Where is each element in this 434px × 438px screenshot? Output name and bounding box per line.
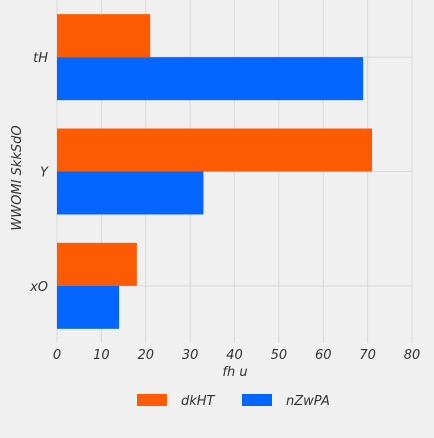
bar-dkHT-tH: [57, 14, 151, 58]
x-tick-label: 50: [271, 348, 288, 363]
x-tick-label: 60: [315, 348, 332, 363]
x-tick-label: 70: [359, 348, 376, 363]
bar-nZwPA-tH: [57, 57, 364, 101]
legend-label-nZwPA: nZwPA: [286, 394, 330, 409]
legend-swatch-dkHT: [137, 394, 167, 406]
x-axis-label: fh u: [222, 365, 247, 380]
x-tick-label: 20: [137, 348, 154, 363]
x-axis-ticks: 0 10 20 30 40 50 60 70 80: [53, 348, 420, 363]
x-tick-label: 30: [182, 348, 199, 363]
y-tick-label: xO: [29, 280, 48, 295]
x-tick-label: 10: [93, 348, 110, 363]
y-axis-ticks: tH YxO: [29, 51, 49, 295]
bar-nZwPA-Y: [57, 171, 204, 215]
x-tick-label: 80: [404, 348, 421, 363]
bar-dkHT-xO: [57, 242, 137, 286]
legend-label-dkHT: dkHT: [181, 394, 216, 409]
y-tick-label: tH: [33, 51, 48, 66]
bar-dkHT-Y: [57, 128, 373, 172]
bars: [57, 14, 373, 329]
x-tick-label: 0: [53, 348, 61, 363]
x-tick-label: 40: [226, 348, 243, 363]
legend-swatch-nZwPA: [242, 394, 272, 406]
bar-nZwPA-xO: [57, 285, 120, 329]
legend: dkHT nZwPA: [137, 394, 330, 409]
y-axis-label: WWOMI SkkSdO: [10, 125, 25, 230]
y-tick-label: Y: [40, 166, 49, 181]
